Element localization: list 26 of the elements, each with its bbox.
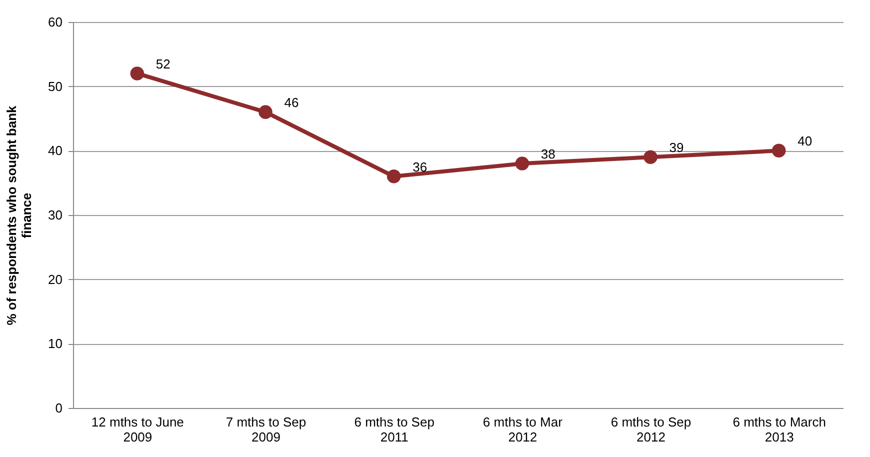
point [515, 156, 530, 170]
x-tick-label: 6 mths to Sep 2012 [610, 414, 692, 444]
point [130, 66, 144, 80]
point [644, 150, 658, 164]
x-tick-label: 6 mths to Mar 2012 [482, 414, 564, 444]
y-tick-label: 30 [48, 208, 62, 222]
point [386, 170, 401, 184]
x-tick-label: 7 mths to Sep 2009 [226, 414, 306, 444]
x-tick-label: 6 mths to March 2013 [732, 414, 826, 444]
data-label: 40 [798, 134, 812, 149]
data-label: 46 [284, 95, 299, 110]
x-tick-label: 6 mths to Sep 2011 [354, 414, 434, 444]
point [258, 105, 272, 119]
y-tick-label: 10 [48, 336, 62, 352]
data-label: 36 [412, 159, 428, 174]
y-tick-label: 60 [48, 14, 62, 30]
y-tick-label: 0 [55, 400, 62, 416]
y-tick-label: 20 [48, 272, 62, 287]
y-tick-label: 40 [48, 143, 62, 158]
x-tick-label: 12 mths to June 2009 [91, 414, 184, 444]
data-label: 52 [156, 56, 170, 72]
data-label: 38 [540, 146, 556, 162]
data-label: 39 [669, 140, 684, 156]
point [772, 144, 786, 158]
y-tick-label: 50 [48, 78, 62, 94]
y-axis-title: % of respondents who sought bank finance [4, 104, 34, 326]
